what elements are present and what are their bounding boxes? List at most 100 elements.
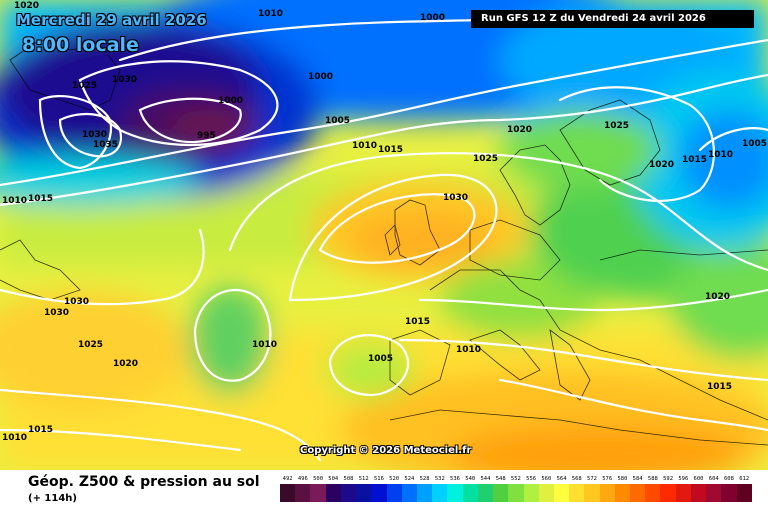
scale-value-label: 568 [571, 476, 582, 482]
isobar-label: 1025 [473, 154, 498, 164]
scale-color-swatch [584, 484, 600, 502]
scale-color-swatch [721, 484, 737, 502]
scale-color-swatch [325, 484, 341, 502]
isobar-label: 1015 [682, 155, 707, 165]
isobar-label: 1030 [82, 130, 107, 140]
legend-title: Géop. Z500 & pression au sol [28, 474, 260, 490]
scale-value-label: 520 [389, 476, 400, 482]
isobar-label: 1015 [378, 145, 403, 155]
scale-value-label: 548 [495, 476, 506, 482]
scale-value-label: 596 [678, 476, 689, 482]
copyright-text: Copyright © 2026 Meteociel.fr [300, 445, 472, 456]
scale-value-label: 560 [541, 476, 552, 482]
scale-value-label: 540 [465, 476, 476, 482]
color-scale-labels: 492 496 500 504 508 512 516 520 524 528 532 536 540 5… [280, 476, 752, 482]
isobar-label: 1025 [72, 81, 97, 91]
scale-color-swatch [386, 484, 402, 502]
scale-value-label: 608 [723, 476, 734, 482]
scale-color-swatch [447, 484, 463, 502]
isobar-label: 1035 [93, 140, 118, 150]
scale-color-swatch [432, 484, 448, 502]
color-scale: 492 496 500 504 508 512 516 520 524 528 532 536 540 5… [280, 476, 752, 506]
scale-color-swatch [538, 484, 554, 502]
scale-color-swatch [553, 484, 570, 502]
scale-color-swatch [280, 484, 296, 502]
scale-color-swatch [462, 484, 478, 502]
forecast-date-title: Mercredi 29 avril 2026 [16, 11, 207, 29]
scale-value-label: 552 [510, 476, 521, 482]
color-scale-bar [280, 484, 752, 502]
isobar-labels: 1020 1010 1000 1025 1030 1000 1000 1030 … [2, 1, 767, 443]
scale-color-swatch [614, 484, 631, 502]
scale-color-swatch [599, 484, 615, 502]
scale-value-label: 588 [647, 476, 658, 482]
isobar-label: 1010 [2, 433, 27, 443]
isobar-label: 1010 [456, 345, 481, 355]
scale-value-label: 604 [708, 476, 719, 482]
isobar-label: 1020 [649, 160, 674, 170]
scale-color-swatch [645, 484, 661, 502]
isobar-label: 1010 [708, 150, 733, 160]
scale-value-label: 600 [693, 476, 704, 482]
isobar-label: 1010 [258, 9, 283, 19]
scale-color-swatch [295, 484, 311, 502]
scale-color-swatch [371, 484, 387, 502]
scale-value-label: 580 [617, 476, 628, 482]
isobar-label: 1000 [218, 96, 243, 106]
scale-color-swatch [508, 484, 524, 502]
isobar-label: 1015 [405, 317, 430, 327]
geopotential-map: 1020 1010 1000 1025 1030 1000 1000 1030 … [0, 0, 768, 470]
isobar-label: 1005 [368, 354, 393, 364]
scale-value-label: 524 [404, 476, 415, 482]
scale-value-label: 544 [480, 476, 491, 482]
scale-color-swatch [569, 484, 585, 502]
scale-value-label: 532 [434, 476, 445, 482]
isobar-label: 1005 [742, 139, 767, 149]
isobar-label: 1030 [64, 297, 89, 307]
scale-value-label: 492 [282, 476, 293, 482]
scale-color-swatch [356, 484, 372, 502]
scale-value-label: 612 [739, 476, 750, 482]
scale-value-label: 592 [663, 476, 674, 482]
isobar-label: 1020 [113, 359, 138, 369]
isobar-label: 1030 [44, 308, 69, 318]
scale-value-label: 528 [419, 476, 430, 482]
scale-color-swatch [310, 484, 326, 502]
scale-color-swatch [340, 484, 357, 502]
legend-subtitle: (+ 114h) [28, 493, 77, 504]
scale-value-label: 572 [587, 476, 597, 482]
isobar-label: 1015 [28, 194, 53, 204]
scale-value-label: 584 [632, 476, 643, 482]
isobar-label: 1025 [78, 340, 103, 350]
scale-color-swatch [401, 484, 417, 502]
scale-color-swatch [675, 484, 691, 502]
scale-value-label: 512 [358, 476, 369, 482]
isobar-label: 1025 [604, 121, 629, 131]
scale-value-label: 508 [343, 476, 354, 482]
scale-value-label: 576 [602, 476, 613, 482]
scale-value-label: 556 [526, 476, 537, 482]
scale-color-swatch [523, 484, 539, 502]
isobar-label: 1015 [28, 425, 53, 435]
scale-color-swatch [630, 484, 646, 502]
isobar-label: 1020 [14, 1, 39, 11]
isobar-label: 995 [197, 131, 216, 141]
scale-value-label: 536 [450, 476, 460, 482]
isobar-label: 1020 [705, 292, 730, 302]
forecast-time-title: 8:00 locale [22, 34, 139, 56]
isobar-label: 1010 [2, 196, 27, 206]
scale-color-swatch [493, 484, 509, 502]
isobar-label: 1010 [352, 141, 377, 151]
scale-color-swatch [416, 484, 433, 502]
isobar-label: 1020 [507, 125, 532, 135]
model-run-info: Run GFS 12 Z du Vendredi 24 avril 2026 [471, 10, 754, 28]
scale-color-swatch [477, 484, 494, 502]
isobar-label: 1015 [707, 382, 732, 392]
scale-value-label: 504 [328, 476, 339, 482]
scale-color-swatch [660, 484, 676, 502]
isobar-label: 1030 [443, 193, 468, 203]
isobar-label: 1030 [112, 75, 137, 85]
scale-value-label: 500 [313, 476, 324, 482]
scale-value-label: 496 [297, 476, 308, 482]
isobar-label: 1010 [252, 340, 277, 350]
